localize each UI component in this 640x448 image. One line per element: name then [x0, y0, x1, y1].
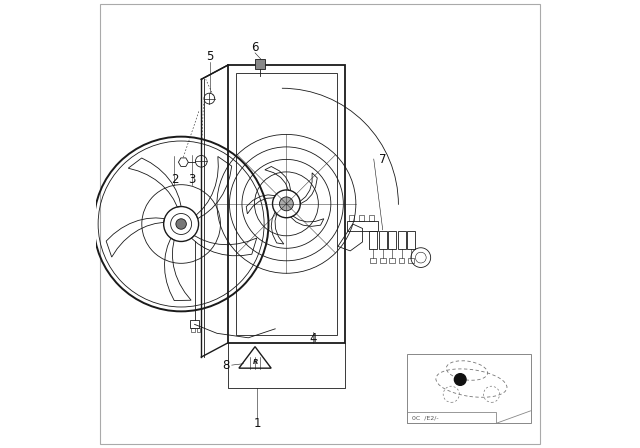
Bar — [389, 258, 395, 263]
Bar — [388, 231, 396, 249]
Text: 7: 7 — [379, 152, 387, 166]
Circle shape — [176, 219, 186, 229]
Bar — [408, 258, 414, 263]
Bar — [380, 258, 385, 263]
Bar — [189, 320, 200, 328]
Text: 8: 8 — [222, 358, 230, 372]
Circle shape — [454, 374, 466, 385]
Bar — [369, 215, 374, 221]
Bar — [369, 231, 378, 249]
Text: R: R — [253, 359, 259, 365]
Text: 5: 5 — [207, 49, 214, 63]
Bar — [371, 258, 376, 263]
Bar — [197, 328, 200, 332]
Text: 3: 3 — [189, 172, 196, 186]
Bar — [407, 412, 496, 423]
Bar — [255, 59, 266, 69]
Text: 4: 4 — [310, 332, 317, 345]
Bar — [407, 354, 531, 423]
Text: 2: 2 — [171, 172, 178, 186]
Bar — [407, 231, 415, 249]
Text: 1: 1 — [253, 417, 261, 430]
Bar — [359, 215, 364, 221]
Bar — [379, 231, 387, 249]
Text: 0C  /E2/-: 0C /E2/- — [412, 415, 438, 420]
Bar — [399, 258, 404, 263]
Bar — [191, 328, 195, 332]
Bar — [397, 231, 406, 249]
Bar — [349, 215, 355, 221]
Text: 6: 6 — [252, 40, 259, 54]
Circle shape — [280, 197, 293, 211]
Bar — [347, 221, 378, 231]
